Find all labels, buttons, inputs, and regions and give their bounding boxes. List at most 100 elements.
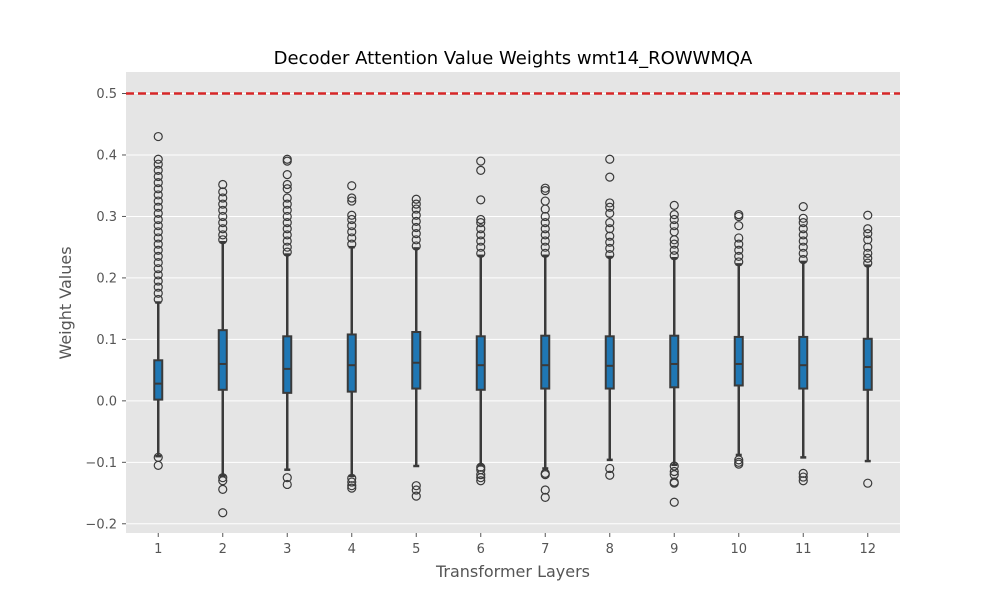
outlier-point (347, 196, 357, 206)
outlier-point (282, 230, 292, 240)
outlier-point (798, 230, 808, 240)
box-iqr (733, 335, 744, 387)
outlier-point (153, 178, 163, 188)
outlier-point (282, 217, 292, 228)
outlier-point (476, 195, 486, 205)
outlier-point (605, 463, 615, 474)
outlier-point (540, 485, 550, 495)
outlier-point (411, 210, 421, 220)
outlier-point (540, 196, 550, 206)
y-tick-label: −0.1 (85, 456, 117, 471)
outlier-point (669, 461, 679, 471)
outlier-point (411, 222, 421, 233)
outlier-point (605, 198, 615, 208)
outlier-point (347, 473, 357, 483)
outlier-point (476, 462, 486, 472)
outlier-point (863, 248, 873, 258)
outlier-point (669, 251, 679, 261)
outlier-point (540, 492, 550, 502)
outlier-point (282, 205, 292, 215)
outlier-point (347, 221, 357, 231)
x-tick-label: 11 (795, 542, 812, 557)
outlier-point (218, 205, 228, 215)
outlier-point (218, 199, 228, 209)
box-layer-2 (217, 179, 228, 518)
outlier-point (863, 229, 873, 239)
gridlines (126, 93, 900, 525)
outlier-point (282, 236, 292, 246)
box-layer-10 (733, 210, 744, 469)
outlier-point (476, 470, 486, 480)
outlier-point (605, 217, 615, 228)
outlier-point (153, 251, 163, 261)
outlier-point (540, 470, 550, 480)
y-tick-label: 0.2 (96, 271, 117, 286)
outlier-point (605, 243, 615, 254)
outlier-point (153, 288, 163, 298)
outlier-point (347, 181, 357, 191)
x-tick-label: 5 (412, 542, 420, 557)
outlier-point (347, 483, 357, 493)
outlier-point (669, 210, 679, 220)
box-layer-11 (798, 202, 809, 486)
outlier-point (347, 481, 357, 491)
outlier-point (153, 460, 163, 470)
box-layer-6 (475, 156, 486, 486)
outlier-point (605, 172, 615, 182)
box-layer-8 (604, 154, 615, 480)
outlier-point (411, 485, 421, 495)
outlier-point (218, 187, 228, 197)
outlier-point (605, 231, 615, 241)
box-layer-1 (153, 131, 164, 470)
outlier-point (153, 257, 163, 268)
outlier-point (734, 459, 744, 469)
outlier-point (734, 233, 744, 243)
y-tick-label: 0.5 (96, 87, 117, 102)
outlier-point (605, 470, 615, 480)
outlier-point (411, 241, 421, 251)
outlier-point (540, 242, 550, 252)
outlier-point (218, 217, 228, 228)
x-axis-label: Transformer Layers (435, 562, 590, 581)
outlier-point (669, 478, 679, 488)
outlier-point (863, 224, 873, 234)
box-iqr (669, 334, 680, 389)
outlier-point (540, 248, 550, 258)
outlier-point (153, 239, 163, 249)
outlier-point (282, 224, 292, 234)
x-tick-label: 4 (348, 542, 356, 557)
outlier-point (218, 230, 228, 240)
box-layer-4 (346, 181, 357, 493)
outlier-point (540, 230, 550, 240)
box-iqr (153, 359, 164, 401)
outlier-point (153, 294, 163, 305)
outlier-point (218, 179, 228, 190)
outlier-point (669, 239, 679, 249)
outlier-point (476, 230, 486, 240)
outlier-point (282, 199, 292, 209)
outlier-point (411, 194, 421, 204)
outlier-point (540, 236, 550, 246)
outlier-point (282, 242, 292, 252)
outlier-point (798, 224, 808, 234)
outlier-point (605, 249, 615, 260)
outlier-point (734, 221, 744, 231)
x-tick-label: 10 (730, 542, 747, 557)
outlier-point (347, 233, 357, 243)
outlier-point (669, 221, 679, 231)
outlier-point (411, 235, 421, 245)
outlier-point (798, 468, 808, 478)
outlier-point (540, 211, 550, 222)
outlier-point (798, 213, 808, 223)
outlier-point (540, 217, 550, 228)
outlier-point (411, 199, 421, 209)
outlier-point (411, 216, 421, 226)
outlier-point (605, 202, 615, 212)
outlier-point (476, 156, 486, 166)
outlier-point (540, 183, 550, 193)
outlier-point (282, 184, 292, 194)
outlier-point (153, 202, 163, 212)
box-iqr (282, 335, 293, 394)
outlier-point (669, 227, 679, 237)
outlier-point (218, 224, 228, 234)
